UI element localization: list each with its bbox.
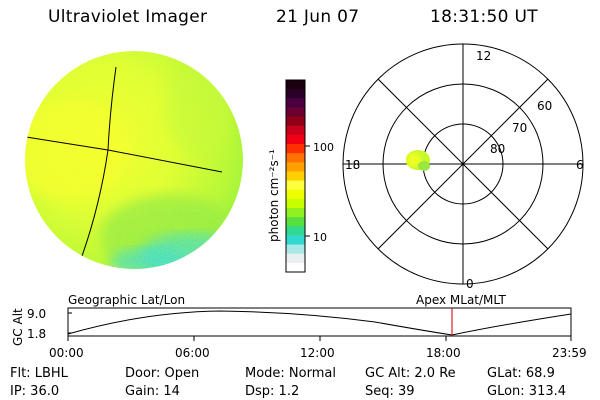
colorbar-band [286, 125, 305, 136]
timeline-xtick-2359: 23:59 [552, 346, 587, 360]
colorbar-band [286, 107, 305, 118]
status-gain: Gain: 14 [125, 384, 180, 399]
colorbar-band [286, 89, 305, 99]
polar-plot [342, 43, 584, 285]
colorbar [286, 80, 305, 273]
header-time: 18:31:50 UT [430, 7, 538, 27]
colorbar-band [286, 171, 305, 182]
timeline-ytick-1: 1.8 [27, 327, 46, 341]
timeline-ytick-9: 9.0 [27, 307, 46, 321]
mlat-label-60: 60 [537, 99, 552, 113]
mlt-label-0: 0 [466, 277, 474, 291]
status-mode: Mode: Normal [245, 366, 336, 381]
colorbar-band [286, 80, 305, 90]
status-door: Door: Open [125, 366, 200, 381]
colorbar-band [286, 116, 305, 127]
colorbar-band [286, 144, 305, 154]
colorbar-band [286, 180, 305, 191]
colorbar-band [286, 189, 305, 200]
colorbar-unit-label: photon cm⁻²s⁻¹ [267, 149, 281, 242]
colorbar-band [286, 153, 305, 163]
mlt-label-6: 6 [576, 158, 584, 172]
timeline-xticks [67, 336, 572, 341]
mlat-label-80: 80 [490, 142, 505, 156]
colorbar-band [286, 253, 305, 264]
status-dsp: Dsp: 1.2 [245, 384, 300, 399]
status-gc-alt: GC Alt: 2.0 Re [365, 366, 456, 381]
timeline-xtick-0000: 00:00 [49, 346, 84, 360]
timeline-title-left: Geographic Lat/Lon [68, 293, 185, 307]
mlt-label-12: 12 [476, 49, 491, 63]
mlat-label-70: 70 [512, 121, 527, 135]
colorbar-band [286, 235, 305, 246]
instrument-title: Ultraviolet Imager [48, 7, 208, 27]
status-filter: Flt: LBHL [10, 366, 68, 381]
colorbar-tick-label-10: 10 [313, 231, 327, 244]
timeline-frame [67, 307, 572, 337]
grid-longitude-line [81, 66, 117, 257]
timeline-xtick-1200: 12:00 [300, 346, 335, 360]
colorbar-band [286, 262, 305, 273]
colorbar-band [286, 208, 305, 218]
mlt-label-18: 18 [345, 158, 360, 172]
timeline-xtick-1800: 18:00 [426, 346, 461, 360]
status-glat: GLat: 68.9 [487, 366, 555, 381]
timeline-ylabel: GC Alt [11, 308, 25, 346]
uv-image [25, 51, 243, 269]
colorbar-band [286, 226, 305, 237]
orbit-altitude-curve [67, 310, 572, 336]
header-date: 21 Jun 07 [276, 7, 360, 27]
colorbar-band [286, 162, 305, 173]
status-ip: IP: 36.0 [10, 384, 60, 399]
colorbar-band [286, 244, 305, 255]
polar-aurora-patch [406, 150, 430, 171]
status-seq: Seq: 39 [365, 384, 415, 399]
colorbar-tick-label-100: 100 [313, 141, 334, 154]
timeline-title-right: Apex MLat/MLT [416, 293, 506, 307]
colorbar-band [286, 217, 305, 227]
colorbar-band [286, 198, 305, 209]
status-glon: GLon: 313.4 [487, 384, 567, 399]
colorbar-band [286, 134, 305, 145]
colorbar-frame [285, 79, 306, 273]
colorbar-band [286, 98, 305, 109]
timeline-xtick-0600: 06:00 [175, 346, 210, 360]
